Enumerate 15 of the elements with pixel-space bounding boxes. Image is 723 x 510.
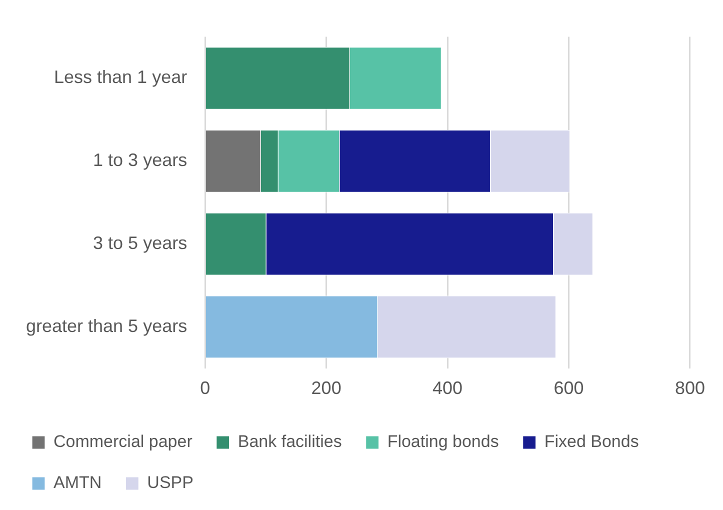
legend-label: USPP xyxy=(147,473,194,492)
y-tick-label: 3 to 5 years xyxy=(93,233,188,254)
y-tick-label: Less than 1 year xyxy=(54,67,188,88)
y-tick-label: greater than 5 years xyxy=(26,316,188,336)
x-tick-label: 800 xyxy=(674,378,706,398)
x-tick-label: 0 xyxy=(200,378,210,398)
legend-label: AMTN xyxy=(54,473,102,492)
legend-label: Floating bonds xyxy=(387,432,499,452)
x-tick-label: 200 xyxy=(311,378,342,398)
x-tick-label: 400 xyxy=(432,378,463,398)
legend-label: Fixed Bonds xyxy=(544,432,639,452)
legend-label: Bank facilities xyxy=(238,432,342,452)
y-tick-label: 1 to 3 years xyxy=(93,150,188,170)
x-tick-label: 600 xyxy=(554,378,584,398)
legend-label: Commercial paper xyxy=(54,432,193,452)
